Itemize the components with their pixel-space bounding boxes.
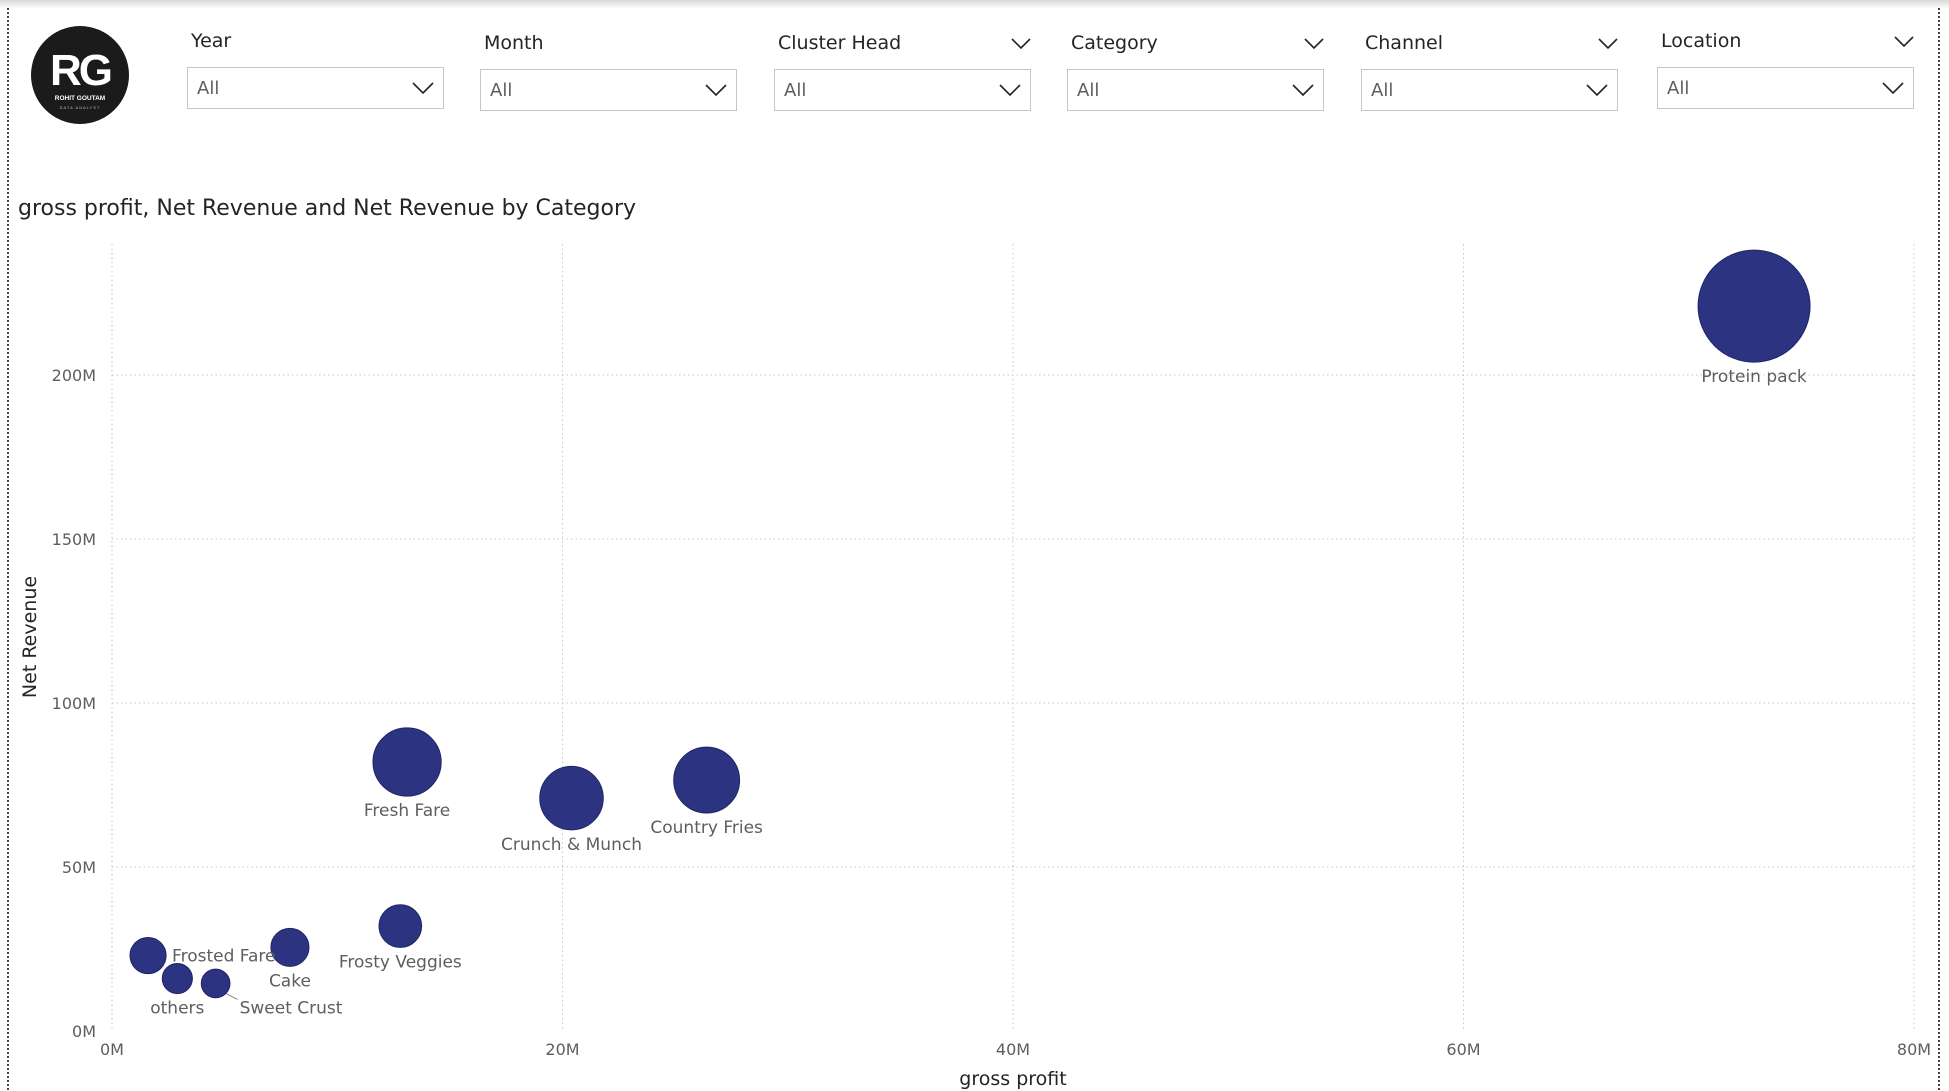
- chevron-down-icon[interactable]: [1882, 82, 1904, 94]
- chevron-down-icon[interactable]: [412, 82, 434, 94]
- slicer-channel-value: All: [1371, 80, 1394, 101]
- logo-name: ROHIT GOUTAM: [54, 95, 106, 102]
- x-tick-label: 60M: [1446, 1040, 1480, 1059]
- label-leader-line: [225, 993, 238, 1000]
- chevron-down-icon[interactable]: [1292, 84, 1314, 96]
- bubble-crunch-munch[interactable]: [539, 765, 604, 831]
- bubble-label: Crunch & Munch: [501, 835, 642, 855]
- bubble-protein-pack[interactable]: [1697, 249, 1811, 363]
- slicer-channel-label: Channel: [1365, 32, 1444, 54]
- bubble-label: Country Fries: [650, 818, 763, 838]
- logo-role: DATA ANALYST: [59, 105, 101, 110]
- y-axis-label: Net Revenue: [19, 576, 41, 698]
- bubble-label: Fresh Fare: [364, 801, 450, 821]
- x-tick-label: 80M: [1897, 1040, 1931, 1059]
- label-leader-lines: [225, 993, 238, 1000]
- slicer-category-dropdown[interactable]: All: [1067, 69, 1324, 111]
- bubble-label: Sweet Crust: [240, 998, 343, 1018]
- y-tick-label: 150M: [52, 530, 96, 549]
- bubble-others[interactable]: [161, 962, 193, 995]
- chart-grid: [111, 244, 1915, 1031]
- slicer-cluster-head-dropdown[interactable]: All: [774, 69, 1031, 111]
- report-canvas-border: [7, 8, 1940, 1090]
- top-shadow: [0, 0, 1949, 9]
- x-axis-ticks: 0M 20M 40M 60M 80M: [100, 1040, 1931, 1059]
- y-tick-label: 200M: [52, 366, 96, 385]
- slicer-year-dropdown[interactable]: All: [187, 67, 444, 109]
- slicer-month-label: Month: [484, 32, 544, 54]
- collapse-chevron-icon[interactable]: [1894, 36, 1914, 48]
- bubble-labels: Protein pack Fresh Fare Crunch & Munch Coun…: [150, 367, 1807, 1018]
- slicer-category-value: All: [1077, 80, 1100, 101]
- collapse-chevron-icon[interactable]: [1011, 38, 1031, 50]
- slicer-location-dropdown[interactable]: All: [1657, 67, 1914, 109]
- bubble-country-fries[interactable]: [673, 746, 741, 814]
- bubbles: [129, 249, 1811, 999]
- slicer-month-dropdown[interactable]: All: [480, 69, 737, 111]
- chevron-down-icon[interactable]: [705, 84, 727, 96]
- slicer-cluster-head-label: Cluster Head: [778, 32, 902, 54]
- x-tick-label: 40M: [996, 1040, 1030, 1059]
- chart-title: gross profit, Net Revenue and Net Revenu…: [18, 196, 637, 221]
- bubble-label: others: [150, 999, 204, 1019]
- y-tick-label: 100M: [52, 694, 96, 713]
- slicer-cluster-head-value: All: [784, 80, 807, 101]
- bubble-frosty-veggies[interactable]: [378, 904, 423, 948]
- bubble-label: Frosted Fare: [172, 947, 275, 967]
- chevron-down-icon[interactable]: [999, 84, 1021, 96]
- bubble-fresh-fare[interactable]: [372, 727, 442, 797]
- y-tick-label: 0M: [72, 1022, 96, 1041]
- chevron-down-icon[interactable]: [1586, 84, 1608, 96]
- x-tick-label: 0M: [100, 1040, 124, 1059]
- bubble-label: Protein pack: [1701, 367, 1807, 387]
- bubble-label: Frosty Veggies: [339, 952, 462, 972]
- bubble-frosted-fare[interactable]: [129, 936, 167, 975]
- slicer-year-label: Year: [191, 30, 232, 52]
- x-axis-label: gross profit: [959, 1068, 1066, 1090]
- slicer-year-value: All: [197, 78, 220, 99]
- x-tick-label: 20M: [545, 1040, 579, 1059]
- y-axis-ticks: 0M 50M 100M 150M 200M: [52, 366, 96, 1041]
- bubble-sweet-crust[interactable]: [200, 968, 231, 999]
- brand-logo: RG ROHIT GOUTAM DATA ANALYST: [31, 26, 129, 124]
- collapse-chevron-icon[interactable]: [1598, 38, 1618, 50]
- collapse-chevron-icon[interactable]: [1304, 38, 1324, 50]
- y-tick-label: 50M: [62, 858, 96, 877]
- slicer-channel-dropdown[interactable]: All: [1361, 69, 1618, 111]
- slicer-category-label: Category: [1071, 32, 1158, 54]
- logo-monogram: RG: [50, 46, 113, 95]
- slicer-location-value: All: [1667, 78, 1690, 99]
- bubble-cake[interactable]: [270, 927, 310, 967]
- bubble-label: Cake: [269, 971, 311, 991]
- slicer-month-value: All: [490, 80, 513, 101]
- slicer-location-label: Location: [1661, 30, 1742, 52]
